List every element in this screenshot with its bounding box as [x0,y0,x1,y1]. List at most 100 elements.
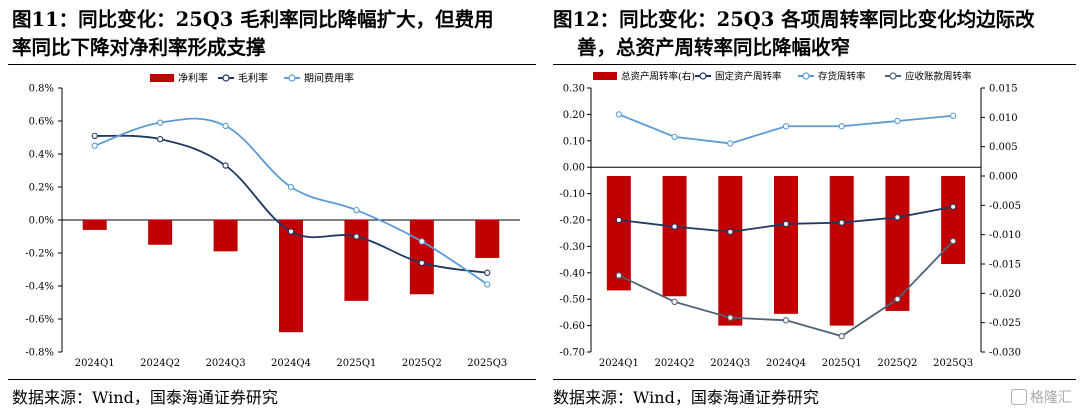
left-series-point-1 [353,206,360,214]
left-legend-bar-swatch [150,74,174,82]
left-x-tick-label: 2025Q1 [336,358,376,369]
left-bottom-rule [8,379,536,380]
watermark-logo-icon [1011,389,1027,405]
right-legend-series-0-marker [699,72,707,80]
right-right-y-tick-label: -0.030 [989,348,1021,359]
right-bottom-rule [553,379,1076,380]
right-right-y-tick-label: 0.005 [989,142,1018,153]
right-legend-series-1-marker [802,72,810,80]
left-source: 数据来源：Wind，国泰海通证券研究 [12,388,278,407]
right-series-point-2 [727,314,734,321]
right-right-y-tick-label: -0.020 [989,289,1021,300]
right-left-y-tick-label: -0.50 [559,295,585,306]
right-x-tick-label: 2024Q1 [599,358,639,369]
right-series-point-0 [615,216,623,224]
right-x-tick-label: 2024Q2 [655,358,695,369]
right-left-y-tick-label: -0.30 [559,242,585,253]
left-x-tick-label: 2024Q3 [206,358,246,369]
right-figure: 图12：同比变化：25Q3 各项周转率同比变化均边际改 善，总资产周转率同比降幅… [545,0,1080,411]
right-left-y-tick-label: 0.00 [563,163,585,174]
right-right-y-tick-label: -0.015 [989,260,1021,271]
left-bar-netmargin [475,220,500,258]
right-left-y-tick-label: -0.40 [559,268,585,279]
right-legend-label: 应收账款周转率 [905,71,972,83]
right-top-rule [553,64,1076,65]
left-x-tick-label: 2025Q3 [467,358,507,369]
left-series-point-1 [222,122,229,130]
right-right-y-tick-label: 0.015 [989,84,1018,95]
right-series-point-1 [782,123,790,130]
right-series-point-2 [615,272,623,279]
left-y-tick-label: -0.4% [25,282,54,293]
right-left-y-tick-label: -0.60 [559,321,585,332]
left-legend-expense-marker [288,74,296,82]
left-series-point-0 [91,132,98,139]
right-legend-label: 存货周转率 [818,71,866,83]
right-bar-totalasset [885,176,910,311]
right-bar-totalasset [829,176,854,326]
right-x-tick-label: 2025Q3 [933,358,973,369]
left-legend-label: 期间费用率 [304,72,354,85]
right-series-point-1 [949,112,957,119]
left-legend-label: 毛利率 [238,72,268,85]
right-x-tick-label: 2024Q4 [766,358,806,369]
right-left-y-tick-label: -0.10 [559,189,585,200]
left-x-tick-label: 2024Q1 [75,358,115,369]
left-series-point-0 [222,162,229,169]
right-series-point-2 [838,333,845,340]
right-series-point-2 [949,237,957,245]
left-y-tick-label: 0.6% [29,117,54,128]
left-y-tick-label: 0.4% [29,150,54,161]
right-series-point-0 [949,203,957,210]
left-x-tick-label: 2024Q4 [271,358,311,369]
right-bar-totalasset [774,176,798,314]
watermark-text: 格隆汇 [1030,390,1072,406]
right-x-tick-label: 2025Q2 [877,358,917,369]
left-figure: 图11：同比变化：25Q3 毛利率同比降幅扩大，但费用 率同比下降对净利率形成支… [8,6,536,407]
left-series-point-0 [156,136,164,143]
right-series-point-0 [782,220,790,228]
right-legend-bar-swatch [593,72,617,80]
right-left-y-tick-label: 0.30 [563,84,585,95]
left-x-tick-label: 2025Q2 [402,358,442,369]
right-left-y-tick-label: 0.10 [563,136,585,147]
right-figure-title: 图12：同比变化：25Q3 各项周转率同比变化均边际改 善，总资产周转率同比降幅… [553,6,1073,62]
right-series-point-2 [671,298,678,305]
left-figure-title: 图11：同比变化：25Q3 毛利率同比降幅扩大，但费用 率同比下降对净利率形成支… [12,6,532,62]
right-left-y-tick-label: 0.20 [563,110,585,121]
right-bar-totalasset [606,176,631,291]
right-series-point-1 [727,140,734,147]
left-series-point-1 [418,238,426,245]
right-title-line2: 善，总资产周转率同比降幅收窄 [577,36,851,59]
right-bar-totalasset [718,176,743,326]
right-x-tick-label: 2025Q1 [822,358,862,369]
right-series-point-0 [671,223,678,230]
right-right-y-tick-label: 0.010 [989,113,1018,124]
left-y-tick-label: 0.0% [29,216,54,227]
left-series-point-1 [156,119,164,126]
left-series-point-1 [484,281,491,288]
left-y-tick-label: -0.8% [25,348,54,359]
right-x-tick-label: 2024Q3 [710,358,750,369]
right-bar-totalasset [662,176,687,297]
left-bar-netmargin [279,220,303,333]
left-series-point-1 [287,183,295,191]
right-series-point-2 [894,296,901,303]
right-series-point-1 [894,117,901,125]
right-series-point-1 [838,123,845,130]
left-series-point-1 [91,142,98,149]
left-x-tick-label: 2024Q2 [140,358,180,369]
right-series-point-0 [838,219,845,226]
left-y-tick-label: -0.2% [25,249,54,260]
left-bar-netmargin [148,220,173,245]
right-source: 数据来源：Wind，国泰海通证券研究 [553,388,819,407]
right-right-y-tick-label: -0.010 [989,230,1021,241]
right-legend-label: 总资产周转率(右) [621,71,695,83]
right-right-y-tick-label: 0.000 [989,172,1018,183]
right-right-y-tick-label: -0.025 [989,318,1021,329]
left-chart: 0.8% 0.6% 0.4% 0.2% 0.0% -0.2% -0.4% -0.6% -0.8%… [25,72,520,369]
watermark: 格隆汇 [1011,387,1072,407]
right-legend-label: 固定资产周转率 [715,71,782,83]
left-series-point-0 [484,269,491,276]
right-right-y-tick-label: -0.005 [989,201,1021,212]
